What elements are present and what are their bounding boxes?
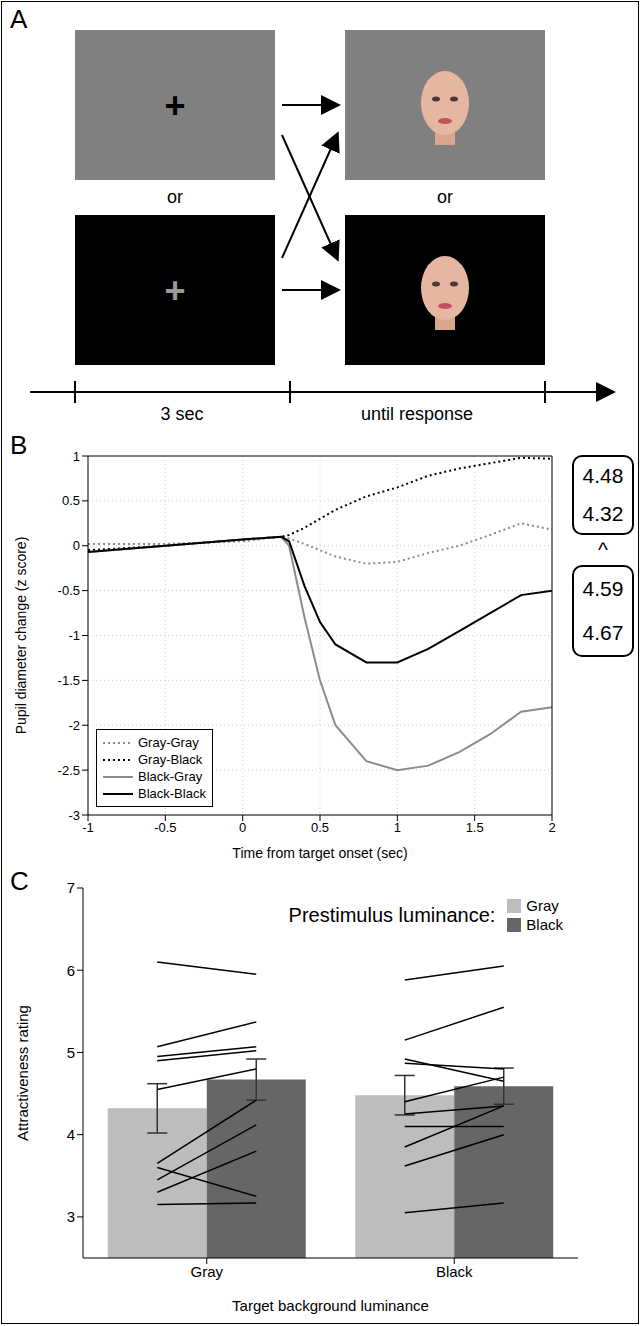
html-text:Gray: Gray: [526, 897, 559, 914]
html-text:Black-Black: Black-Black: [138, 786, 206, 801]
svg-text:Black: Black: [436, 1263, 473, 1280]
html-text:Black: Black: [526, 916, 563, 933]
html-text:4.67: 4.67: [582, 621, 624, 644]
html-text:C: C: [10, 866, 29, 896]
html-text:Gray-Black: Gray-Black: [138, 752, 203, 767]
svg-text:0: 0: [239, 820, 246, 835]
svg-text:6: 6: [67, 962, 75, 979]
html-text:Gray-Gray: Gray-Gray: [138, 735, 199, 750]
svg-text:2: 2: [548, 820, 555, 835]
html-text:Prestimulus luminance:: Prestimulus luminance:: [288, 903, 496, 926]
svg-text:4: 4: [67, 1126, 75, 1143]
svg-text:3: 3: [67, 1208, 75, 1225]
svg-text:1: 1: [394, 820, 401, 835]
svg-text:0.5: 0.5: [311, 820, 329, 835]
html-text:B: B: [10, 430, 28, 460]
svg-text:-1.5: -1.5: [58, 673, 80, 688]
svg-text:-1: -1: [68, 628, 80, 643]
svg-text:0: 0: [73, 538, 80, 553]
svg-text:Gray: Gray: [190, 1263, 223, 1280]
html-text:A: A: [10, 4, 28, 34]
svg-text:+: +: [164, 270, 185, 311]
svg-text:or: or: [167, 187, 183, 207]
svg-text:Pupil diameter change (z score: Pupil diameter change (z score): [13, 537, 29, 735]
svg-text:or: or: [437, 187, 453, 207]
svg-text:Attractiveness rating: Attractiveness rating: [14, 1005, 31, 1141]
svg-text:-0.5: -0.5: [58, 583, 80, 598]
svg-text:1.5: 1.5: [466, 820, 484, 835]
html-text:4.59: 4.59: [582, 577, 624, 600]
svg-text:-3: -3: [68, 808, 80, 823]
svg-text:+: +: [164, 85, 185, 126]
svg-text:1: 1: [73, 449, 80, 464]
svg-text:3 sec: 3 sec: [160, 404, 203, 424]
svg-text:5: 5: [67, 1044, 75, 1061]
html-text:4.48: 4.48: [582, 464, 624, 487]
svg-text:-0.5: -0.5: [154, 820, 176, 835]
html-text:Black-Gray: Black-Gray: [138, 769, 203, 784]
html-text:4.32: 4.32: [582, 502, 624, 525]
svg-text:Target background luminance: Target background luminance: [232, 1297, 429, 1314]
svg-text:until response: until response: [361, 404, 473, 424]
svg-text:-1: -1: [82, 820, 94, 835]
svg-text:Time from target onset (sec): Time from target onset (sec): [232, 845, 407, 861]
svg-text:0.5: 0.5: [62, 493, 80, 508]
svg-text:7: 7: [67, 879, 75, 896]
svg-text:-2.5: -2.5: [58, 763, 80, 778]
svg-text:-2: -2: [68, 718, 80, 733]
